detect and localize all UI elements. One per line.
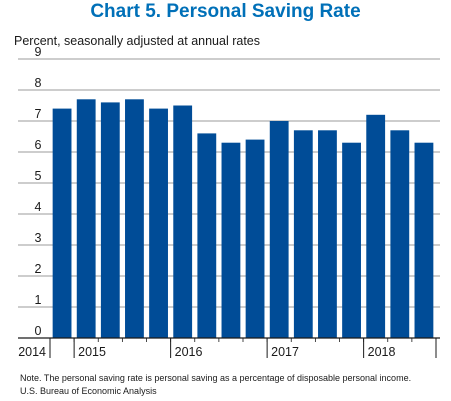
y-tick-label: 9 [35,45,42,59]
bar [197,133,217,338]
bar [100,102,120,339]
bar [342,142,361,338]
bar [125,99,144,338]
y-tick-label: 8 [35,76,42,90]
bar [414,142,434,338]
bar [390,130,410,338]
chart-source: U.S. Bureau of Economic Analysis [20,386,157,396]
bar [366,114,386,338]
bar [52,108,72,338]
bar [269,121,289,338]
chart-title: Chart 5. Personal Saving Rate [90,1,361,22]
chart-subtitle: Percent, seasonally adjusted at annual r… [14,34,260,48]
y-tick-label: 6 [35,138,42,152]
x-year-label: 2016 [175,345,203,359]
chart-note: Note. The personal saving rate is person… [20,373,412,383]
x-year-label: 2018 [368,345,396,359]
bar [245,139,265,338]
bar [149,108,168,338]
y-tick-label: 5 [35,169,42,183]
y-tick-label: 2 [35,262,42,276]
x-year-label: 2017 [271,345,299,359]
y-tick-label: 4 [35,200,42,214]
x-year-label: 2015 [78,345,106,359]
y-tick-label: 0 [35,324,42,338]
y-tick-label: 7 [35,107,42,121]
y-tick-label: 3 [35,231,42,245]
bar [221,142,241,338]
bar [173,105,193,338]
y-tick-label: 1 [35,293,42,307]
bar [318,130,337,338]
bar [293,130,313,338]
bar [76,99,96,338]
x-year-label: 2014 [18,345,46,359]
